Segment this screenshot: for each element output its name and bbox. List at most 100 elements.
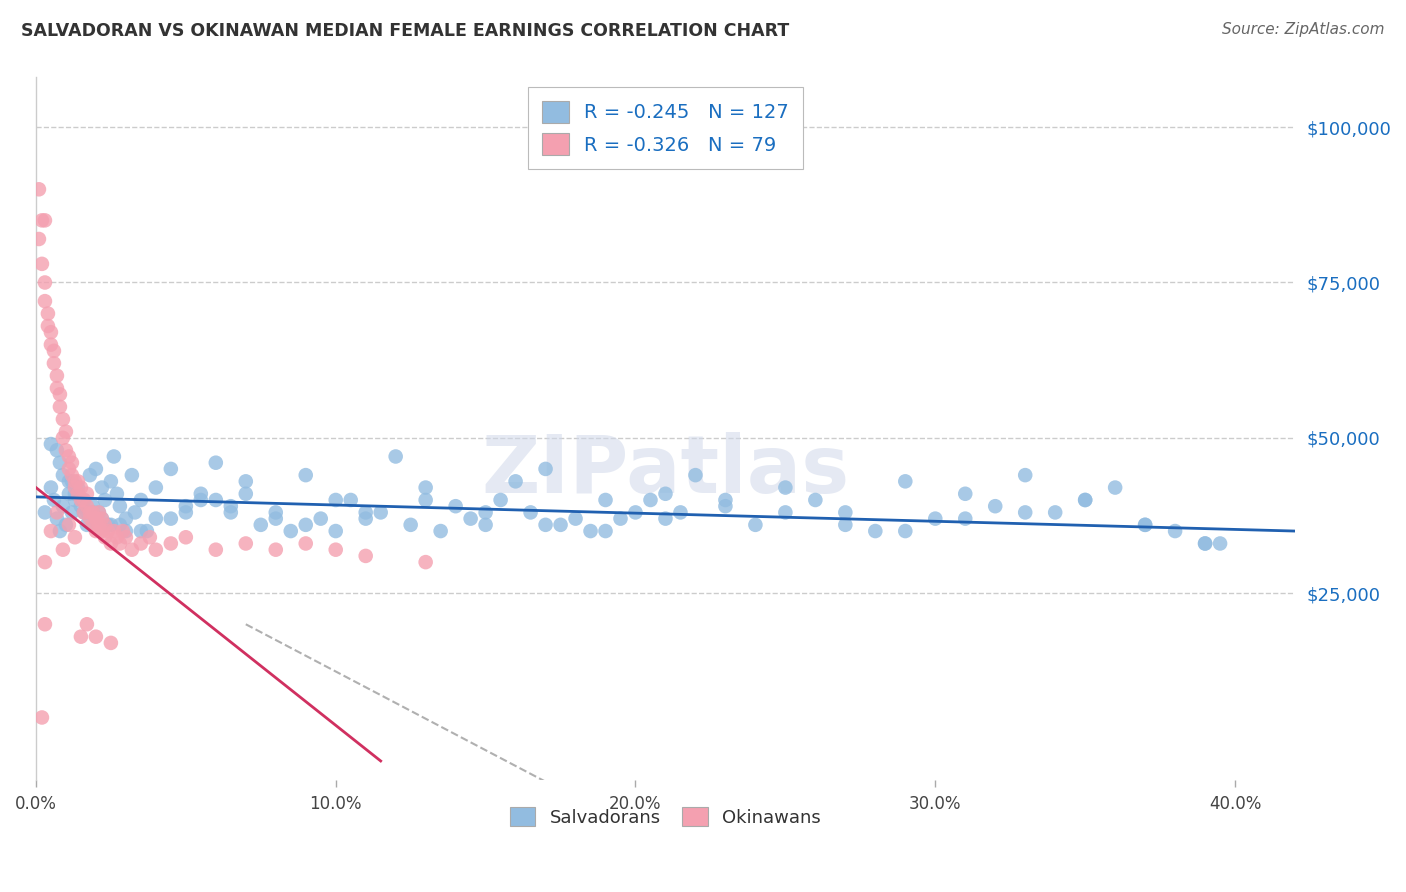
Point	[264, 505, 287, 519]
Point	[111, 524, 134, 538]
Point	[37, 307, 59, 321]
Point	[97, 517, 120, 532]
Point	[129, 524, 152, 538]
Point	[415, 555, 437, 569]
Point	[66, 487, 89, 501]
Point	[204, 456, 226, 470]
Point	[955, 487, 977, 501]
Point	[108, 536, 131, 550]
Point	[58, 462, 80, 476]
Point	[45, 511, 67, 525]
Point	[124, 505, 146, 519]
Point	[97, 524, 120, 538]
Point	[100, 517, 122, 532]
Point	[52, 542, 75, 557]
Point	[354, 549, 377, 563]
Point	[73, 493, 96, 508]
Point	[115, 511, 138, 525]
Point	[775, 481, 797, 495]
Point	[714, 499, 737, 513]
Point	[45, 368, 67, 383]
Point	[34, 505, 56, 519]
Point	[31, 257, 53, 271]
Point	[579, 524, 602, 538]
Point	[129, 536, 152, 550]
Point	[135, 524, 157, 538]
Point	[94, 530, 117, 544]
Point	[55, 425, 77, 439]
Point	[595, 493, 617, 508]
Point	[79, 505, 101, 519]
Point	[280, 524, 302, 538]
Point	[505, 475, 527, 489]
Point	[384, 450, 406, 464]
Point	[519, 505, 541, 519]
Point	[70, 630, 93, 644]
Point	[714, 493, 737, 508]
Point	[204, 542, 226, 557]
Point	[87, 517, 110, 532]
Point	[190, 493, 212, 508]
Point	[84, 630, 107, 644]
Point	[31, 710, 53, 724]
Point	[834, 505, 856, 519]
Point	[39, 325, 62, 339]
Point	[63, 481, 86, 495]
Point	[415, 493, 437, 508]
Point	[235, 487, 257, 501]
Point	[100, 636, 122, 650]
Point	[924, 511, 946, 525]
Point	[58, 450, 80, 464]
Point	[63, 475, 86, 489]
Point	[429, 524, 451, 538]
Point	[1133, 517, 1156, 532]
Point	[39, 437, 62, 451]
Text: ZIPatlas: ZIPatlas	[481, 432, 849, 509]
Point	[249, 517, 271, 532]
Point	[66, 481, 89, 495]
Point	[49, 456, 72, 470]
Point	[474, 517, 496, 532]
Point	[49, 387, 72, 401]
Point	[685, 468, 707, 483]
Point	[73, 505, 96, 519]
Point	[94, 493, 117, 508]
Point	[654, 511, 676, 525]
Point	[174, 530, 197, 544]
Text: SALVADORAN VS OKINAWAN MEDIAN FEMALE EARNINGS CORRELATION CHART: SALVADORAN VS OKINAWAN MEDIAN FEMALE EAR…	[21, 22, 789, 40]
Point	[31, 213, 53, 227]
Point	[105, 487, 128, 501]
Point	[34, 276, 56, 290]
Point	[58, 517, 80, 532]
Point	[489, 493, 512, 508]
Text: Source: ZipAtlas.com: Source: ZipAtlas.com	[1222, 22, 1385, 37]
Point	[115, 530, 138, 544]
Point	[370, 505, 392, 519]
Point	[60, 456, 83, 470]
Point	[654, 487, 676, 501]
Point	[955, 511, 977, 525]
Point	[564, 511, 586, 525]
Point	[49, 524, 72, 538]
Point	[105, 530, 128, 544]
Point	[444, 499, 467, 513]
Point	[34, 617, 56, 632]
Point	[45, 381, 67, 395]
Point	[60, 505, 83, 519]
Point	[474, 505, 496, 519]
Point	[534, 517, 557, 532]
Point	[1133, 517, 1156, 532]
Point	[325, 542, 347, 557]
Point	[87, 505, 110, 519]
Point	[804, 493, 827, 508]
Point	[108, 499, 131, 513]
Point	[37, 318, 59, 333]
Point	[42, 356, 65, 370]
Point	[1074, 493, 1097, 508]
Point	[55, 517, 77, 532]
Point	[100, 475, 122, 489]
Point	[52, 499, 75, 513]
Point	[129, 493, 152, 508]
Point	[294, 536, 316, 550]
Point	[42, 343, 65, 358]
